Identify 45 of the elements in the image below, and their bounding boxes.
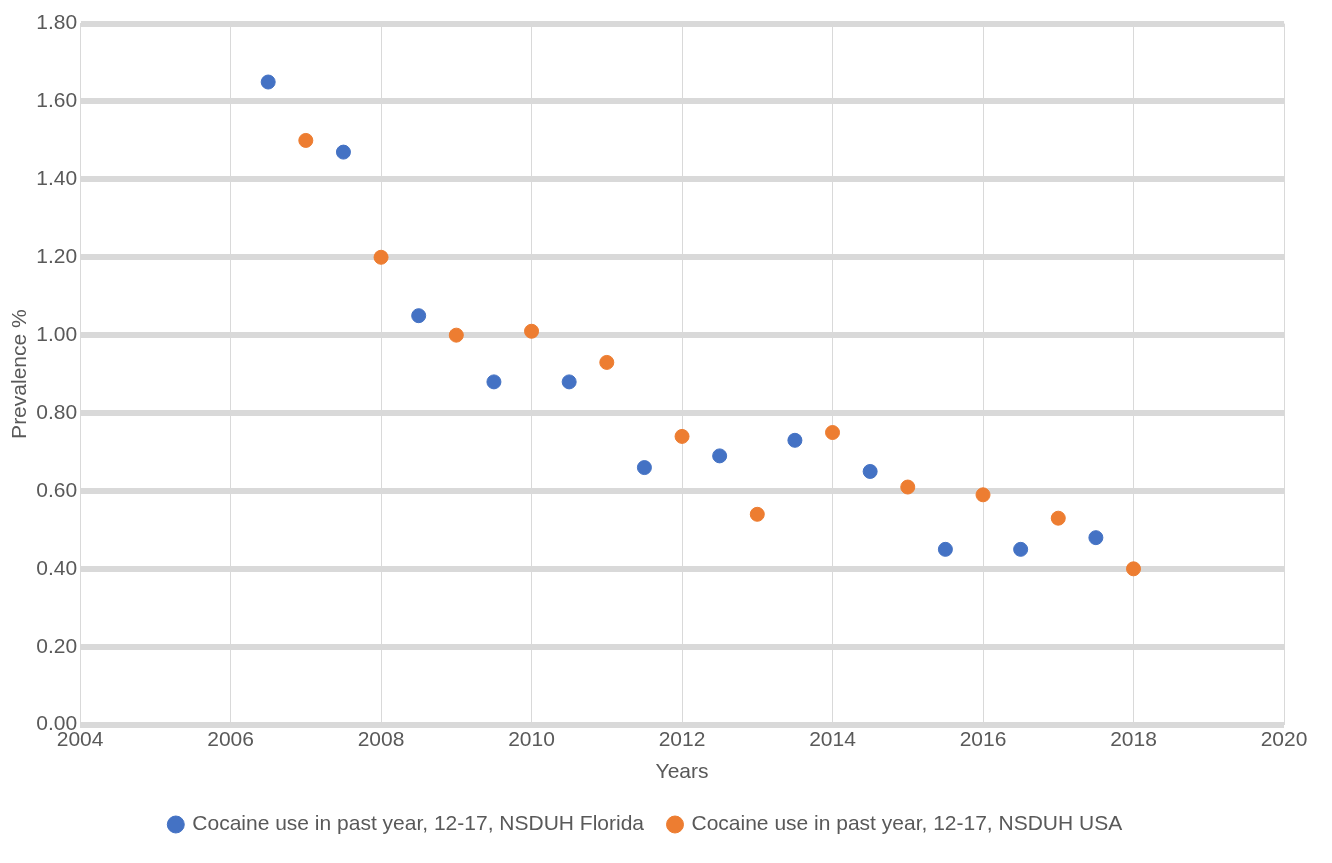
point (335, 144, 351, 160)
point (937, 541, 953, 557)
y-tick-label: 1.60 (36, 88, 78, 112)
point (787, 432, 803, 448)
x-tick-label: 2014 (809, 727, 857, 750)
point (411, 308, 427, 324)
point (712, 448, 728, 464)
point (1126, 561, 1142, 577)
point (298, 132, 314, 148)
y-tick-label: 1.80 (36, 10, 78, 34)
y-tick-label: 1.40 (36, 166, 78, 190)
point (749, 506, 765, 522)
x-tick-label: 2010 (508, 727, 555, 750)
point (1013, 541, 1029, 557)
y-tick-label: 1.00 (36, 321, 78, 345)
legend-label: Cocaine use in past year, 12-17, NSDUH Florida (192, 811, 645, 835)
y-tick-label: 0.80 (36, 399, 78, 423)
legend-label: Cocaine use in past year, 12-17, NSDUH USA (691, 811, 1123, 835)
y-tick-label: 0.60 (36, 477, 78, 501)
x-tick-label: 2008 (357, 727, 405, 750)
point (373, 249, 389, 265)
point (524, 323, 540, 339)
x-tick-label: 2012 (658, 727, 706, 750)
point (1050, 510, 1066, 526)
point (1088, 530, 1104, 546)
point (825, 425, 841, 441)
x-tick-label: 2020 (1260, 727, 1308, 750)
point (862, 463, 878, 479)
point (975, 487, 991, 503)
point (900, 479, 916, 495)
y-tick-label: 0.40 (36, 555, 78, 579)
point (599, 354, 615, 370)
point (674, 428, 690, 444)
x-tick-label: 2006 (207, 727, 254, 750)
y-axis-title: Prevalence % (7, 309, 31, 439)
point (260, 74, 276, 90)
point (561, 374, 577, 390)
x-axis-title: Years (655, 759, 709, 783)
y-tick-label: 0.20 (36, 633, 78, 657)
y-tick-label: 1.20 (36, 244, 78, 268)
point (448, 327, 464, 343)
x-tick-label: 2016 (959, 727, 1007, 750)
point (486, 374, 502, 390)
point (636, 460, 652, 476)
x-tick-label: 2018 (1110, 727, 1157, 750)
